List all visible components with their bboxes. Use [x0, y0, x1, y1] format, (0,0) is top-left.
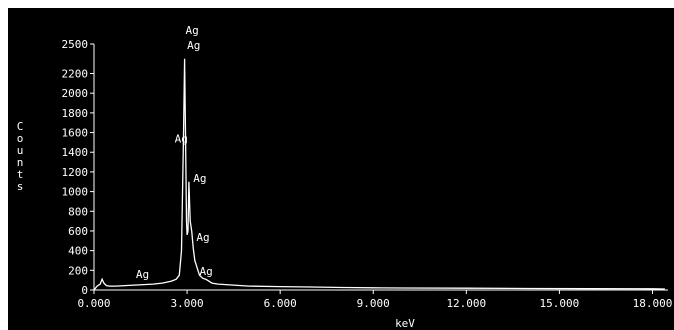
y-tick-label: 1800 — [62, 107, 89, 120]
y-tick-label: 200 — [68, 264, 88, 277]
peak-label: Ag — [187, 39, 200, 52]
x-tick-label: 6.000 — [264, 297, 297, 310]
peak-label: Ag — [196, 231, 209, 244]
y-axis-ticks: 0 200 400 600 800 1000 1200 1400 1600 1800 2000 220… — [62, 38, 94, 297]
peak-label: Ag — [193, 172, 206, 185]
peak-label: Ag — [136, 268, 149, 281]
y-tick-label: 800 — [68, 205, 88, 218]
y-tick-label: 1200 — [62, 166, 89, 179]
y-tick-label: 0 — [81, 284, 88, 297]
y-axis-title-letter: u — [17, 144, 24, 157]
y-axis-title-letter: s — [17, 180, 24, 193]
x-tick-label: 9.000 — [357, 297, 390, 310]
y-tick-label: 400 — [68, 245, 88, 258]
y-tick-label: 1400 — [62, 146, 89, 159]
x-axis-title: keV — [395, 317, 415, 330]
x-tick-label: 18.000 — [633, 297, 673, 310]
y-axis-title-letter: t — [17, 168, 24, 181]
y-axis-title-letter: n — [17, 156, 24, 169]
peak-label: Ag — [186, 24, 199, 37]
x-tick-label: 12.000 — [446, 297, 486, 310]
peak-labels: Ag Ag Ag Ag Ag Ag Ag — [136, 24, 213, 281]
y-tick-label: 2000 — [62, 87, 89, 100]
peak-label: Ag — [199, 265, 212, 278]
y-axis-title-letter: o — [17, 132, 24, 145]
spectrum-trace — [93, 58, 665, 291]
y-tick-label: 2200 — [62, 68, 89, 81]
y-axis-title-letter: C — [17, 120, 24, 133]
y-tick-label: 2500 — [62, 38, 89, 51]
x-tick-label: 0.000 — [77, 297, 110, 310]
y-tick-label: 1600 — [62, 127, 89, 140]
x-tick-label: 3.000 — [171, 297, 204, 310]
x-axis-ticks: 0.000 3.000 6.000 9.000 12.000 15.000 18.000 — [77, 290, 672, 310]
y-tick-label: 600 — [68, 225, 88, 238]
y-tick-label: 1000 — [62, 186, 89, 199]
x-tick-label: 15.000 — [540, 297, 580, 310]
peak-label: Ag — [175, 132, 188, 145]
